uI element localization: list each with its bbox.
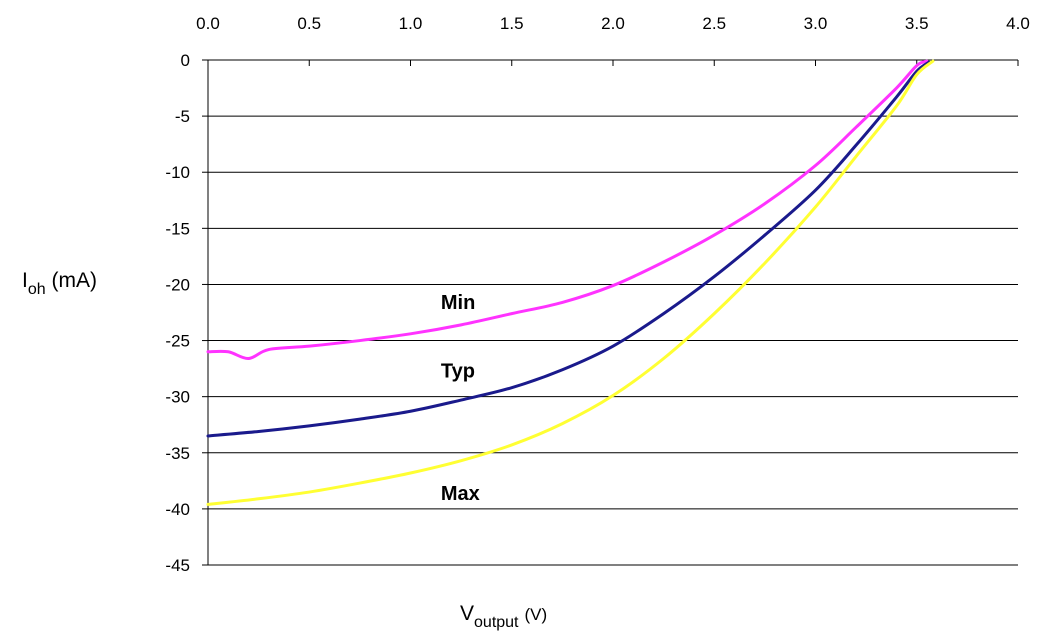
y-tick-label: -25 — [165, 332, 190, 351]
y-tick-label: -35 — [165, 444, 190, 463]
x-tick-labels: 0.0 0.5 1.0 1.5 2.0 2.5 3.0 3.5 4.0 — [196, 14, 1030, 33]
y-tick-label: -30 — [165, 388, 190, 407]
x-tick-label: 3.0 — [804, 14, 828, 33]
series-label-typ: Typ — [441, 361, 475, 383]
y-tick-label: -5 — [175, 107, 190, 126]
x-axis-title: Voutput (V) — [460, 602, 547, 631]
x-tick-label: 0.0 — [196, 14, 220, 33]
x-tick-label: 1.5 — [500, 14, 524, 33]
x-tick-label: 3.5 — [905, 14, 929, 33]
y-tick-label: -40 — [165, 500, 190, 519]
y-tick-label: 0 — [181, 51, 190, 70]
series-label-max: Max — [441, 483, 480, 505]
y-tick-label: -45 — [165, 556, 190, 575]
x-tick-label: 2.0 — [601, 14, 625, 33]
series-line-typ — [206, 60, 931, 438]
y-tick-label: -15 — [165, 219, 190, 238]
x-tick-label: 4.0 — [1006, 14, 1030, 33]
x-tick-label: 2.5 — [702, 14, 726, 33]
y-tick-label: -20 — [165, 275, 190, 294]
y-tick-label: -10 — [165, 163, 190, 182]
gridlines — [202, 59, 1018, 566]
series-label-min: Min — [441, 292, 475, 314]
series-lines — [206, 59, 935, 506]
x-tick-label: 1.0 — [399, 14, 423, 33]
y-axis-title: Ioh (mA) — [22, 269, 97, 298]
series-line-min — [206, 59, 929, 361]
series-labels: Min Typ Max — [441, 292, 480, 505]
y-tick-labels: 0 -5 -10 -15 -20 -25 -30 -35 -40 -45 — [165, 51, 190, 575]
x-tick-label: 0.5 — [297, 14, 321, 33]
series-line-max — [206, 59, 935, 506]
